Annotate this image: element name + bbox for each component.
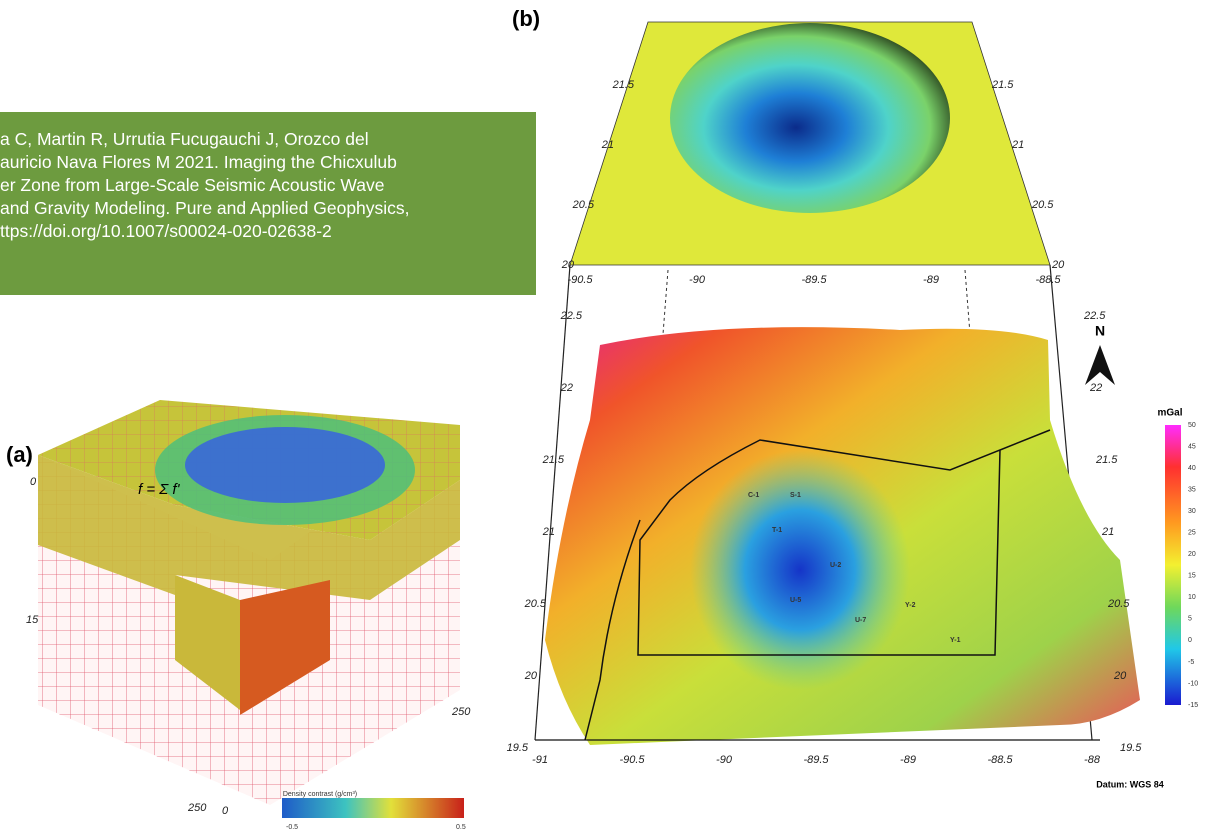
y-tick-label: 22 xyxy=(1089,382,1102,394)
panel-label: (a) xyxy=(6,442,33,467)
y-tick-label: 20 xyxy=(524,670,538,682)
y-tick-label: 20.5 xyxy=(1031,199,1054,211)
x-tick-label: -90 xyxy=(716,754,733,766)
x-tick-label: -88.5 xyxy=(987,754,1013,766)
y-tick-label: 21 xyxy=(542,526,555,538)
x-tick-label: -88 xyxy=(1084,754,1101,766)
y-tick-label: 22.5 xyxy=(560,310,583,322)
y-tick-label: 22.5 xyxy=(1083,310,1106,322)
colorbar-tick: 50 xyxy=(1188,422,1196,429)
density-colorbar xyxy=(282,798,464,818)
x-tick-label: -90 xyxy=(689,274,706,286)
axis-label: 250 xyxy=(187,802,207,814)
axis-label: 250 xyxy=(451,706,471,718)
citation-box: a C, Martin R, Urrutia Fucugauchi J, Oro… xyxy=(0,112,536,295)
gravity-maps: (b) N Datum: WGS 84 mGal xyxy=(512,6,1183,790)
x-tick-label: -89 xyxy=(900,754,916,766)
y-tick-label: 20.5 xyxy=(524,598,547,610)
y-tick-label: 20.5 xyxy=(1107,598,1130,610)
colorbar-tick: 10 xyxy=(1188,594,1196,601)
y-tick-label: 19.5 xyxy=(1120,742,1142,754)
y-tick-label: 22 xyxy=(560,382,573,394)
station-label: C-1 xyxy=(748,492,759,499)
caption-line: er Zone from Large-Scale Seismic Acousti… xyxy=(0,175,385,195)
station-label: Y-1 xyxy=(950,637,961,644)
colorbar-tick: 0 xyxy=(1188,637,1192,644)
y-tick-label: 21 xyxy=(1011,139,1024,151)
colorbar-tick: 45 xyxy=(1188,443,1196,450)
y-tick-label: 19.5 xyxy=(507,742,529,754)
station-label: Y-2 xyxy=(905,602,916,609)
y-tick-label: 21.5 xyxy=(991,79,1014,91)
axis-label: 0 xyxy=(30,476,37,488)
colorbar-tick: 25 xyxy=(1188,530,1196,537)
colorbar-tick: -10 xyxy=(1188,680,1198,687)
colorbar-tick: 5 xyxy=(1188,616,1192,623)
gravity-colorbar xyxy=(1165,425,1181,705)
y-tick-label: 21.5 xyxy=(1095,454,1118,466)
colorbar-tick: -15 xyxy=(1188,702,1198,709)
y-tick-label: 21 xyxy=(601,139,614,151)
station-label: T-1 xyxy=(772,527,782,534)
x-tick-label: -89.5 xyxy=(801,274,827,286)
colorbar-tick: 20 xyxy=(1188,551,1196,558)
caption-line: a C, Martin R, Urrutia Fucugauchi J, Oro… xyxy=(0,129,369,149)
y-tick-label: 21 xyxy=(1101,526,1114,538)
axis-label: 15 xyxy=(26,614,39,626)
x-tick-label: -90.5 xyxy=(567,274,593,286)
station-label: U-2 xyxy=(830,562,841,569)
x-tick-label: -91 xyxy=(532,754,548,766)
y-tick-label: 20 xyxy=(561,259,575,271)
station-label: U-5 xyxy=(790,597,801,604)
axis-label: 0 xyxy=(222,805,229,817)
colorbar-tick: 15 xyxy=(1188,573,1196,580)
y-tick-label: 21.5 xyxy=(612,79,635,91)
x-tick-label: -89 xyxy=(923,274,939,286)
y-tick-label: 21.5 xyxy=(542,454,565,466)
caption-line: and Gravity Modeling. Pure and Applied G… xyxy=(0,198,410,218)
colorbar-tick: 30 xyxy=(1188,508,1196,515)
colorbar-end: 0.5 xyxy=(456,824,466,831)
station-label: S-1 xyxy=(790,492,801,499)
x-tick-label: -88.5 xyxy=(1035,274,1061,286)
station-label: U-7 xyxy=(855,617,866,624)
panel-label: (b) xyxy=(512,6,540,31)
datum: Datum: WGS 84 xyxy=(1096,779,1164,789)
north-arrow: N xyxy=(1095,323,1105,339)
colorbar-title: mGal xyxy=(1157,408,1182,419)
colorbar-tick: 40 xyxy=(1188,465,1196,472)
density-model: (a) f = Σ f' 0 15 250 250 0 Density cont… xyxy=(6,400,471,831)
x-tick-label: -90.5 xyxy=(619,754,645,766)
y-tick-label: 20 xyxy=(1113,670,1127,682)
y-tick-label: 20.5 xyxy=(572,199,595,211)
caption-line: auricio Nava Flores M 2021. Imaging the … xyxy=(0,152,397,172)
colorbar-tick: 35 xyxy=(1188,486,1196,493)
colorbar-end: -0.5 xyxy=(286,824,298,831)
y-tick-label: 20 xyxy=(1051,259,1065,271)
colorbar-title: Density contrast (g/cm³) xyxy=(283,791,357,798)
caption-line: ttps://doi.org/10.1007/s00024-020-02638-… xyxy=(0,221,332,241)
x-tick-label: -89.5 xyxy=(803,754,829,766)
colorbar-tick: -5 xyxy=(1188,659,1194,666)
formula: f = Σ f' xyxy=(138,481,181,498)
